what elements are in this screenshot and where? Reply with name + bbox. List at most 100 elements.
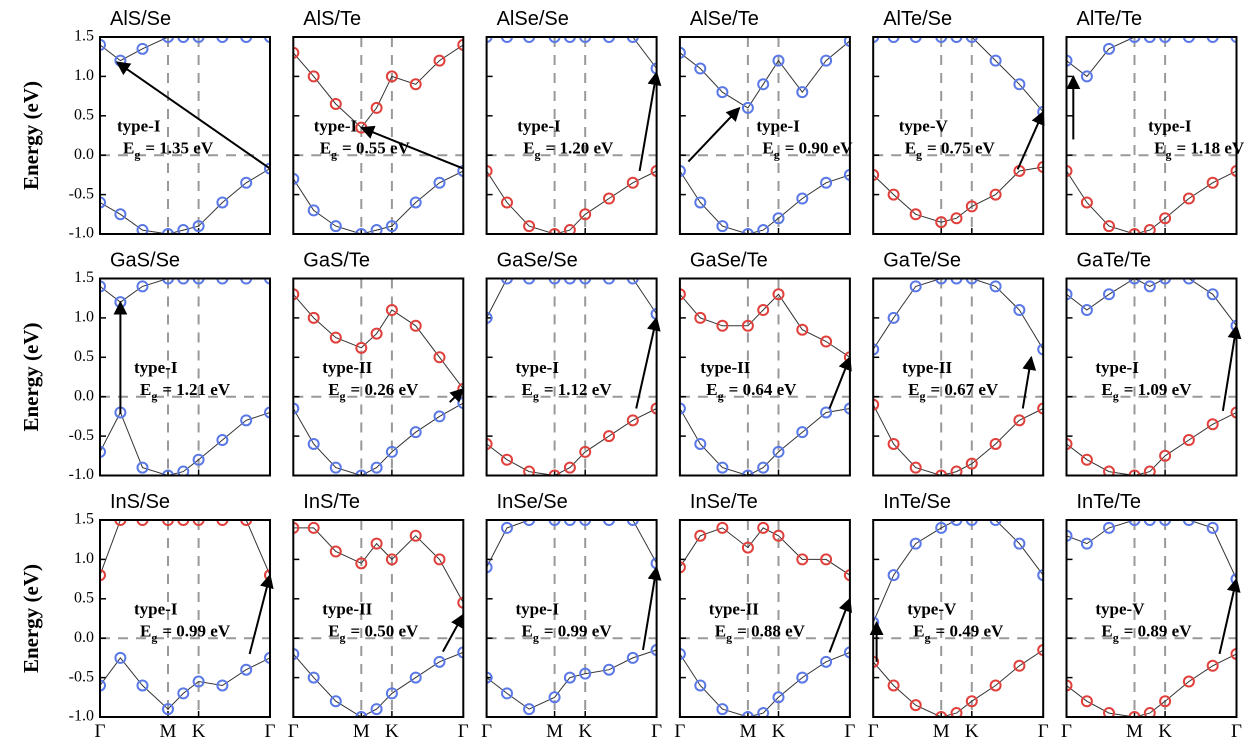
- band-point: [626, 37, 639, 43]
- band-point: [950, 212, 963, 225]
- gap-value: = 0.64 eV: [729, 380, 797, 399]
- bands: [293, 521, 464, 717]
- band-point: [1080, 70, 1093, 83]
- gap-arrow: [635, 316, 661, 409]
- band-line: [873, 649, 1044, 717]
- band-line: [100, 168, 270, 234]
- gap-symbol: E: [715, 622, 726, 641]
- band-point: [935, 37, 948, 43]
- band-point: [136, 520, 149, 526]
- x-tick-label: Γ: [844, 721, 855, 742]
- bands: [293, 38, 464, 234]
- gap-symbol: E: [140, 380, 151, 399]
- gap-label: Eg = 1.09 eV: [1101, 380, 1192, 403]
- band-point: [114, 520, 127, 526]
- panel-title: GaSe/Se: [497, 250, 578, 272]
- band-point: [1080, 304, 1093, 317]
- band-point: [1013, 414, 1026, 427]
- band-point: [177, 687, 190, 700]
- bands: [100, 278, 270, 476]
- band-point: [177, 278, 190, 285]
- gap-value: = 0.89 eV: [1124, 622, 1192, 641]
- panel: GaS/Te type-II Eg = 0.26 eV: [292, 250, 465, 477]
- band-point: [192, 453, 205, 466]
- band-point: [909, 208, 922, 221]
- band-point: [385, 304, 398, 317]
- band-type: type-II: [902, 358, 952, 377]
- band-point: [501, 278, 513, 285]
- band-point: [1103, 220, 1115, 233]
- frame: [99, 519, 271, 718]
- frame: [678, 519, 851, 718]
- gap-symbol: E: [1154, 139, 1165, 158]
- frame: [99, 36, 271, 235]
- x-tick-label: Γ: [288, 721, 299, 742]
- x-tick-label: M: [739, 721, 756, 742]
- band-point: [457, 164, 464, 177]
- bands: [1066, 520, 1237, 717]
- band-point: [563, 224, 576, 234]
- band-point: [716, 461, 729, 474]
- band-point: [385, 553, 398, 566]
- band-point: [548, 691, 561, 704]
- x-tick-label: Γ: [1038, 721, 1049, 742]
- band-point: [1159, 212, 1172, 225]
- band-point: [240, 37, 253, 43]
- band-line: [679, 170, 850, 234]
- band-point: [1143, 37, 1156, 43]
- gap-arrow: [248, 573, 274, 655]
- band-point: [1066, 54, 1073, 67]
- gap-symbol: E: [913, 622, 924, 641]
- gap-arrow: [360, 125, 464, 170]
- panel-title: GaS/Te: [303, 250, 370, 272]
- band-point: [716, 703, 729, 716]
- band-point: [486, 561, 493, 574]
- y-axis-label: Energy (eV): [19, 322, 43, 431]
- gap-arrow: [442, 613, 465, 653]
- band-point: [1066, 529, 1073, 542]
- bands: [679, 37, 850, 234]
- band-point: [100, 445, 106, 458]
- band-line: [486, 520, 657, 568]
- band-point: [1143, 224, 1156, 234]
- band-point: [486, 311, 493, 324]
- panel-title: AlSe/Se: [497, 8, 569, 30]
- band-point: [307, 311, 320, 324]
- band-line: [100, 278, 270, 303]
- panel: GaTe/Te type-I Eg = 1.09 eV: [1065, 250, 1242, 477]
- frame: [292, 519, 465, 718]
- band-point: [114, 651, 127, 664]
- band-point: [1159, 520, 1172, 526]
- x-tick-label: Γ: [481, 721, 492, 742]
- band-point: [1013, 659, 1026, 672]
- gap-value: = 1.35 eV: [145, 139, 213, 158]
- gap-symbol: E: [328, 380, 339, 399]
- gap-subscript: g: [340, 631, 346, 645]
- gap-label: Eg = 0.50 eV: [328, 622, 419, 645]
- band-point: [1066, 164, 1073, 177]
- band-type: type-I: [134, 358, 178, 377]
- gap-subscript: g: [134, 148, 140, 162]
- gap-value: = 1.18 eV: [1176, 139, 1244, 158]
- band-point: [136, 280, 149, 293]
- band-point: [741, 469, 754, 476]
- band-point: [100, 196, 106, 209]
- x-tick-label: M: [160, 721, 177, 742]
- band-line: [1066, 412, 1237, 476]
- x-tick-label: K: [192, 721, 206, 742]
- band-line: [293, 293, 464, 390]
- band-point: [1182, 434, 1195, 447]
- panel-title: GaTe/Se: [883, 250, 961, 272]
- band-point: [136, 42, 149, 55]
- band-point: [329, 220, 342, 233]
- gap-subscript: g: [726, 631, 732, 645]
- gap-arrow: [1021, 355, 1037, 409]
- band-point: [329, 461, 342, 474]
- band-point: [177, 465, 190, 476]
- band-point: [772, 691, 785, 704]
- band-line: [293, 170, 464, 234]
- band-point: [1143, 465, 1156, 476]
- band-point: [843, 168, 850, 181]
- y-tick-label: -0.5: [69, 668, 94, 685]
